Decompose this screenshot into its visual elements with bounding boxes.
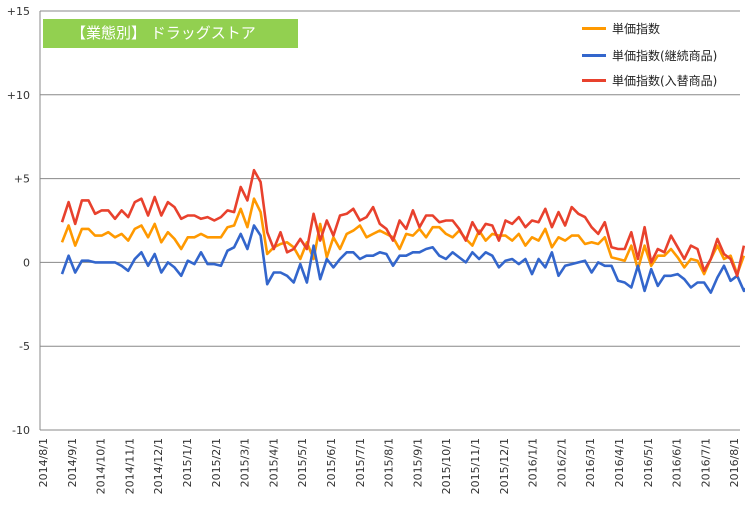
x-tick-label: 2015/7/1 (354, 438, 367, 487)
x-tick-label: 2016/7/1 (699, 438, 712, 487)
x-tick-label: 2015/5/1 (296, 438, 309, 487)
legend-label: 単価指数(入替商品) (612, 73, 718, 88)
y-tick-label: +15 (7, 5, 30, 18)
x-tick-label: 2016/8/1 (728, 438, 741, 487)
x-tick-label: 2014/8/1 (37, 438, 50, 487)
x-tick-label: 2015/8/1 (383, 438, 396, 487)
x-tick-label: 2016/4/1 (613, 438, 626, 487)
legend-swatch (582, 78, 606, 82)
series-line-0 (60, 197, 745, 276)
series-line-1 (60, 224, 745, 294)
legend-swatch (582, 53, 606, 57)
y-tick-label: -10 (12, 424, 30, 437)
x-tick-label: 2016/1/1 (527, 438, 540, 487)
chart-title-badge: 【業態別】 ドラッグストア (43, 19, 298, 48)
x-tick-label: 2015/12/1 (498, 438, 511, 494)
x-tick-label: 2016/6/1 (671, 438, 684, 487)
x-tick-label: 2015/2/1 (210, 438, 223, 487)
legend-label: 単価指数(継続商品) (612, 48, 718, 63)
x-tick-label: 2014/11/1 (123, 438, 136, 494)
legend-item-unit-price-index: 単価指数 (582, 20, 660, 36)
y-tick-label: 0 (23, 256, 30, 269)
x-tick-label: 2015/11/1 (469, 438, 482, 494)
x-tick-label: 2015/4/1 (267, 438, 280, 487)
legend: 単価指数 単価指数(継続商品) 単価指数(入替商品) (574, 14, 744, 94)
x-tick-label: 2016/3/1 (584, 438, 597, 487)
y-tick-label: -5 (19, 340, 30, 353)
legend-item-replaced: 単価指数(入替商品) (582, 72, 717, 88)
series-line-2 (60, 168, 745, 278)
legend-label: 単価指数 (612, 21, 661, 36)
x-tick-label: 2016/2/1 (555, 438, 568, 487)
legend-item-continuing: 単価指数(継続商品) (582, 47, 717, 63)
x-tick-label: 2015/10/1 (440, 438, 453, 494)
y-tick-label: +10 (7, 89, 30, 102)
x-tick-label: 2014/12/1 (152, 438, 165, 494)
y-tick-label: +5 (14, 173, 30, 186)
x-tick-label: 2015/6/1 (325, 438, 338, 487)
legend-swatch (582, 26, 606, 30)
x-tick-label: 2015/9/1 (411, 438, 424, 487)
x-tick-label: 2015/1/1 (181, 438, 194, 487)
x-tick-label: 2014/9/1 (66, 438, 79, 487)
x-tick-label: 2016/5/1 (642, 438, 655, 487)
x-tick-label: 2014/10/1 (95, 438, 108, 494)
x-tick-label: 2015/3/1 (239, 438, 252, 487)
